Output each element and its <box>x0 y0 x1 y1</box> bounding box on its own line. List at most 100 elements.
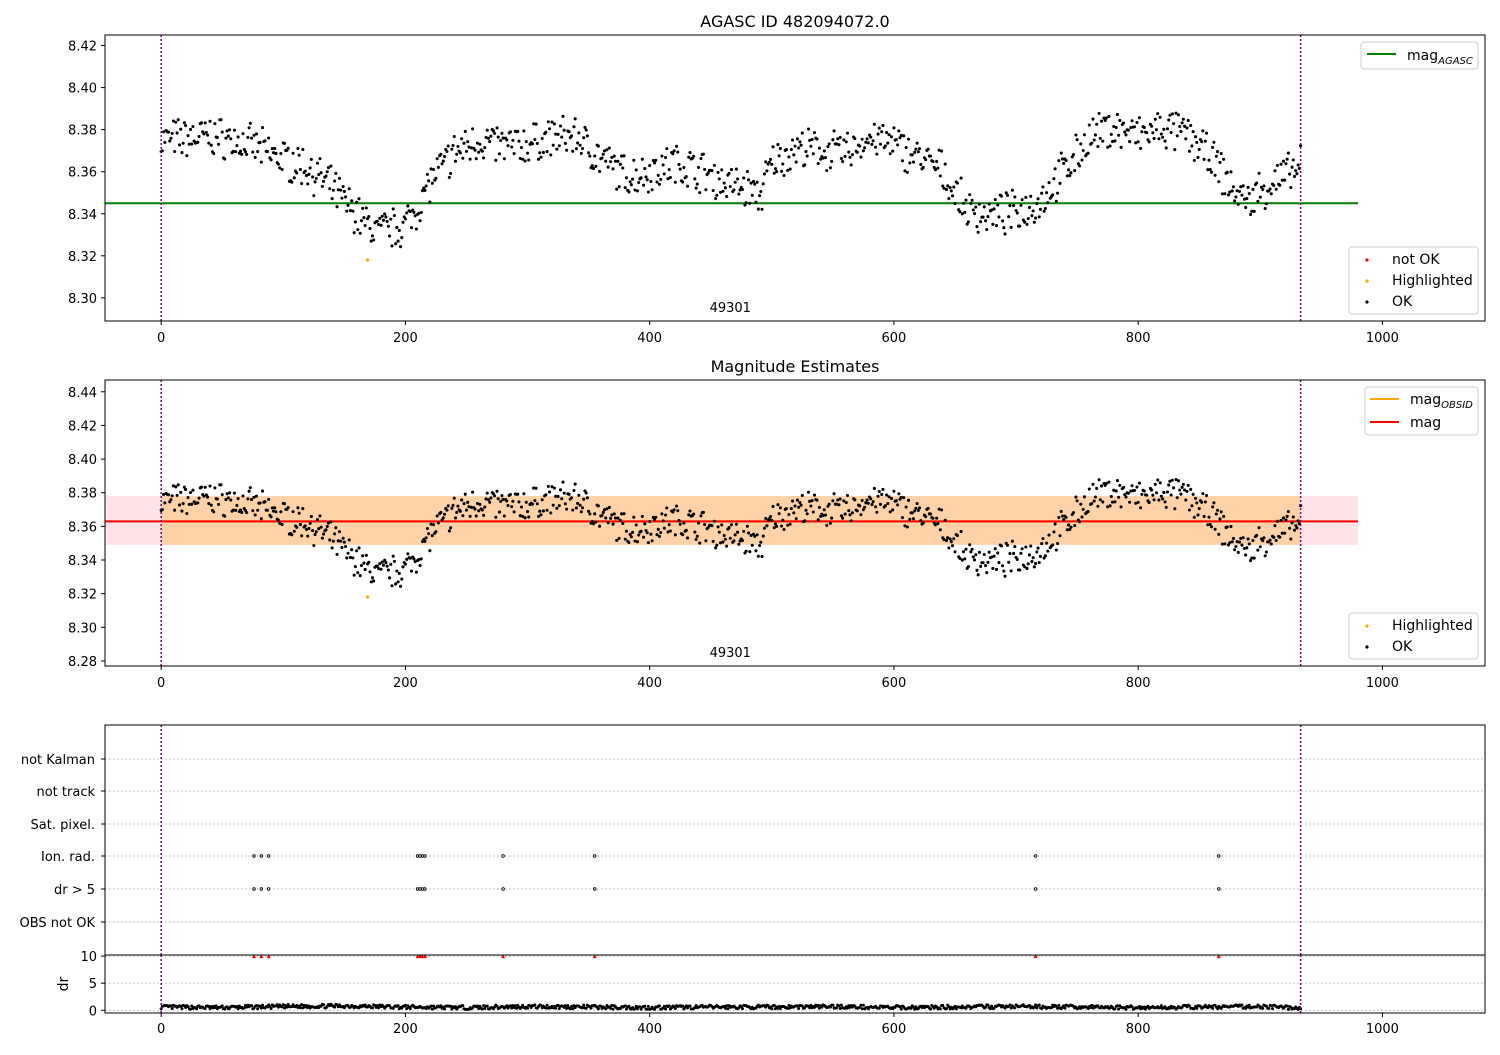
panel-dr-marks <box>105 954 1485 1013</box>
data-point-ok <box>800 493 804 498</box>
dr-point <box>375 1004 379 1008</box>
dr-point <box>657 1004 661 1008</box>
data-point-ok <box>1095 486 1099 490</box>
data-point-ok <box>184 124 188 128</box>
data-point-ok <box>789 507 793 511</box>
data-point-ok <box>324 174 328 178</box>
data-point-ok <box>1020 547 1024 551</box>
dr-point <box>808 1006 812 1010</box>
data-point-ok <box>325 170 329 174</box>
data-point-ok <box>524 140 528 144</box>
legend-box <box>1348 246 1479 315</box>
data-point-ok <box>573 117 577 121</box>
y-tick-label: 8.42 <box>68 40 97 55</box>
data-point-ok <box>185 154 189 158</box>
data-point-ok <box>656 527 660 531</box>
data-point-ok <box>994 224 999 228</box>
data-point-ok <box>1283 531 1287 535</box>
data-point-ok <box>1245 546 1249 550</box>
data-point-ok <box>1071 153 1075 157</box>
data-point-ok <box>1285 157 1289 161</box>
data-point-ok <box>1173 148 1177 152</box>
data-point-ok <box>1272 183 1276 187</box>
data-point-ok <box>685 536 690 540</box>
data-point-ok <box>357 546 361 550</box>
data-point-ok <box>480 149 484 153</box>
data-point-ok <box>777 512 781 516</box>
data-point-ok <box>926 147 930 151</box>
data-point-ok <box>1046 201 1050 205</box>
data-point-ok <box>383 558 387 562</box>
flag-point-dr-5 <box>423 887 427 891</box>
data-point-ok <box>335 205 339 209</box>
data-point-ok <box>1212 501 1216 505</box>
data-point-ok <box>1159 494 1163 498</box>
dr-point <box>1271 1007 1275 1011</box>
data-point-ok <box>887 133 891 137</box>
data-point-ok <box>834 502 839 506</box>
data-point-ok <box>524 500 528 504</box>
data-point-ok <box>1087 487 1091 491</box>
data-point-ok <box>1189 487 1193 491</box>
data-point-ok <box>406 204 410 208</box>
data-point-ok <box>1205 494 1209 498</box>
data-point-ok <box>1162 127 1166 131</box>
data-point-ok <box>769 157 773 161</box>
data-point-ok <box>1067 523 1071 527</box>
data-point-ok <box>959 529 963 534</box>
data-point-ok <box>650 539 654 543</box>
data-point-ok <box>174 120 178 124</box>
dr-point <box>1264 1004 1268 1008</box>
data-point-ok <box>773 167 778 171</box>
data-point-ok <box>245 510 249 515</box>
data-point-ok <box>517 500 521 504</box>
data-point-ok <box>565 507 569 511</box>
data-point-ok <box>424 184 428 188</box>
data-point-ok <box>649 179 653 184</box>
data-point-ok <box>1220 542 1224 546</box>
data-point-ok <box>1051 543 1055 547</box>
data-point-ok <box>1121 121 1126 125</box>
data-point-ok <box>309 157 313 161</box>
data-point-ok <box>1035 202 1039 206</box>
data-point-ok <box>551 503 555 507</box>
data-point-ok <box>197 134 201 138</box>
dr-point <box>1124 1007 1128 1011</box>
data-point-ok <box>661 519 665 523</box>
data-point-ok <box>166 493 171 497</box>
data-point-ok <box>804 150 808 154</box>
data-point-ok <box>499 138 503 143</box>
data-point-ok <box>1225 525 1229 529</box>
dr-point <box>1192 1007 1196 1011</box>
data-point-ok <box>208 484 212 488</box>
data-point-ok <box>506 503 510 508</box>
panel-agasc-line-legend: magAGASC <box>1360 41 1479 70</box>
data-point-ok <box>1222 157 1226 161</box>
data-point-ok <box>203 121 207 125</box>
data-point-ok <box>1137 116 1141 120</box>
panel-magnitude-y-ticks: 8.288.308.328.348.368.388.408.428.44 <box>68 386 105 670</box>
data-point-ok <box>502 157 506 161</box>
data-point-ok <box>1295 172 1299 176</box>
data-point-ok <box>822 149 826 153</box>
data-point-ok <box>502 514 506 518</box>
data-point-ok <box>463 129 467 134</box>
data-point-ok <box>398 584 403 588</box>
flag-point-ion-rad- <box>252 854 256 858</box>
flag-point-ion-rad- <box>501 854 505 858</box>
data-point-ok <box>1186 118 1190 123</box>
dr-point <box>610 1003 614 1007</box>
data-point-ok <box>828 166 832 170</box>
data-point-ok <box>582 497 586 501</box>
dr-point <box>673 1006 677 1010</box>
data-point-ok <box>858 144 862 148</box>
data-point-ok <box>1057 515 1061 520</box>
data-point-ok <box>963 210 967 214</box>
data-point-ok <box>699 156 703 161</box>
data-point-ok <box>557 144 561 148</box>
panel-dr-x-ticks: 0 200 400 600 800 1000 <box>157 1013 1399 1037</box>
data-point-highlighted <box>365 595 370 599</box>
data-point-ok <box>242 147 246 152</box>
data-point-ok <box>864 140 868 144</box>
data-point-ok <box>174 485 178 489</box>
